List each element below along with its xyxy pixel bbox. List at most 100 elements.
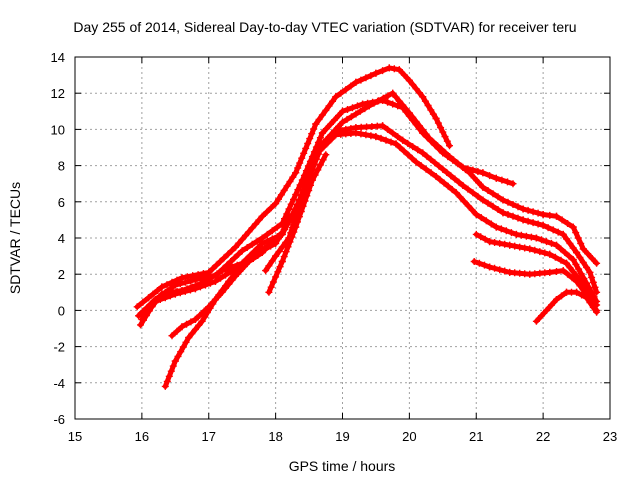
- data-point: [472, 211, 480, 218]
- data-point: [389, 89, 397, 97]
- data-point: [482, 217, 490, 225]
- data-point: [163, 377, 171, 385]
- data-point: [252, 250, 260, 258]
- data-point: [339, 107, 346, 115]
- data-point: [422, 165, 430, 173]
- data-point: [400, 147, 408, 155]
- data-point: [331, 116, 338, 124]
- data-point: [324, 139, 332, 147]
- data-point: [356, 107, 364, 115]
- data-point: [492, 223, 500, 231]
- data-point: [580, 275, 588, 282]
- data-point: [362, 131, 370, 139]
- data-point: [534, 220, 542, 228]
- data-point: [569, 268, 577, 276]
- data-point: [491, 239, 499, 246]
- data-point: [479, 183, 487, 191]
- data-point: [549, 226, 557, 234]
- data-point: [283, 218, 291, 226]
- data-point: [375, 97, 383, 105]
- data-point: [275, 195, 282, 203]
- data-point: [509, 212, 517, 220]
- data-point: [553, 212, 560, 220]
- data-point: [352, 78, 360, 86]
- data-point: [328, 135, 336, 143]
- data-point: [572, 229, 580, 237]
- data-point: [396, 144, 404, 151]
- data-point: [568, 274, 576, 282]
- data-point: [588, 255, 596, 262]
- data-point: [316, 161, 324, 169]
- data-point: [569, 223, 577, 231]
- data-point: [539, 221, 547, 229]
- x-tick-label: 21: [469, 429, 483, 444]
- data-point: [499, 196, 507, 204]
- data-point: [234, 250, 242, 258]
- data-point: [265, 241, 273, 249]
- data-point: [491, 264, 499, 272]
- data-point: [379, 94, 387, 102]
- data-point: [588, 273, 596, 281]
- data-point: [575, 265, 583, 273]
- data-point: [224, 250, 232, 258]
- data-point: [496, 266, 504, 274]
- series-track-10: [470, 258, 601, 314]
- data-point: [459, 182, 467, 189]
- data-point: [389, 100, 397, 108]
- data-point: [268, 227, 276, 235]
- data-point: [186, 286, 194, 294]
- data-point: [211, 277, 219, 285]
- data-point: [169, 362, 177, 370]
- data-point: [532, 234, 540, 242]
- data-point: [181, 287, 189, 295]
- data-point: [320, 143, 328, 151]
- data-point: [522, 232, 530, 240]
- data-point: [561, 249, 569, 256]
- data-point: [538, 312, 545, 320]
- x-tick-label: 17: [202, 429, 216, 444]
- data-point: [474, 192, 482, 200]
- data-point: [558, 292, 565, 300]
- data-point: [284, 243, 292, 251]
- y-tick-label: 12: [51, 86, 65, 101]
- data-point: [367, 72, 375, 80]
- data-point: [263, 230, 271, 238]
- data-point: [548, 301, 555, 309]
- data-point: [228, 247, 236, 255]
- data-point: [235, 265, 243, 273]
- y-tick-label: 8: [58, 159, 65, 174]
- data-point: [196, 311, 204, 319]
- data-point: [395, 66, 403, 74]
- data-point: [593, 259, 601, 267]
- data-point: [252, 220, 260, 228]
- data-point: [464, 185, 472, 193]
- data-point: [569, 256, 577, 264]
- series-line: [138, 123, 600, 328]
- series-track-1: [133, 64, 453, 311]
- data-point: [347, 113, 355, 121]
- data-point: [372, 69, 380, 77]
- data-point: [188, 330, 196, 337]
- data-point: [419, 126, 427, 134]
- data-point: [269, 278, 277, 286]
- data-point: [232, 269, 239, 277]
- x-tick-label: 16: [135, 429, 149, 444]
- data-point: [442, 149, 449, 157]
- data-point: [437, 124, 445, 132]
- data-point: [439, 165, 447, 173]
- data-point: [544, 224, 552, 232]
- data-point: [470, 174, 478, 182]
- data-point: [316, 147, 324, 155]
- data-point: [301, 197, 309, 205]
- data-point: [290, 228, 298, 236]
- data-point: [196, 283, 204, 291]
- data-point: [265, 262, 273, 270]
- data-point: [267, 283, 275, 291]
- data-point: [412, 118, 420, 126]
- y-tick-label: 10: [51, 122, 65, 137]
- data-point: [546, 250, 554, 258]
- data-point: [573, 277, 581, 285]
- data-point: [484, 187, 492, 194]
- series-track-11: [532, 288, 601, 325]
- data-point: [524, 217, 532, 225]
